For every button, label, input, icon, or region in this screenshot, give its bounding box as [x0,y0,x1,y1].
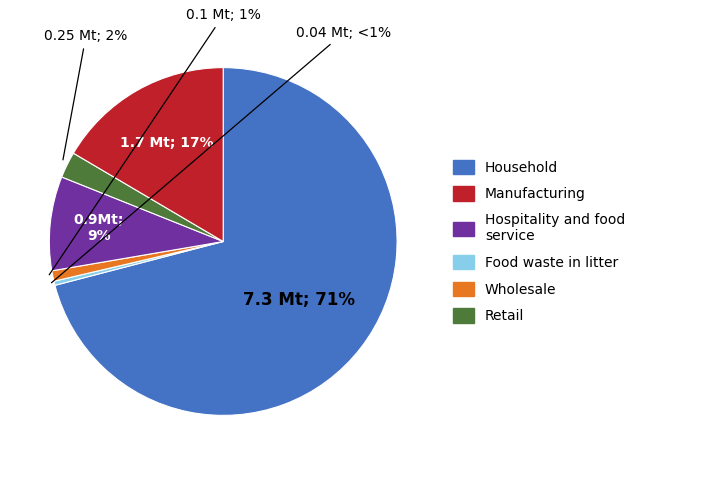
Wedge shape [55,68,397,415]
Text: 7.3 Mt; 71%: 7.3 Mt; 71% [243,291,355,309]
Legend: Household, Manufacturing, Hospitality and food
service, Food waste in litter, Wh: Household, Manufacturing, Hospitality an… [448,154,631,329]
Wedge shape [50,177,223,271]
Wedge shape [73,68,223,242]
Text: 0.9Mt;
9%: 0.9Mt; 9% [73,213,124,243]
Wedge shape [52,242,223,281]
Text: 0.04 Mt; <1%: 0.04 Mt; <1% [51,26,392,283]
Wedge shape [54,242,223,285]
Text: 1.7 Mt; 17%: 1.7 Mt; 17% [120,136,214,150]
Text: 0.25 Mt; 2%: 0.25 Mt; 2% [44,29,127,160]
Wedge shape [62,153,223,242]
Text: 0.1 Mt; 1%: 0.1 Mt; 1% [49,9,261,275]
